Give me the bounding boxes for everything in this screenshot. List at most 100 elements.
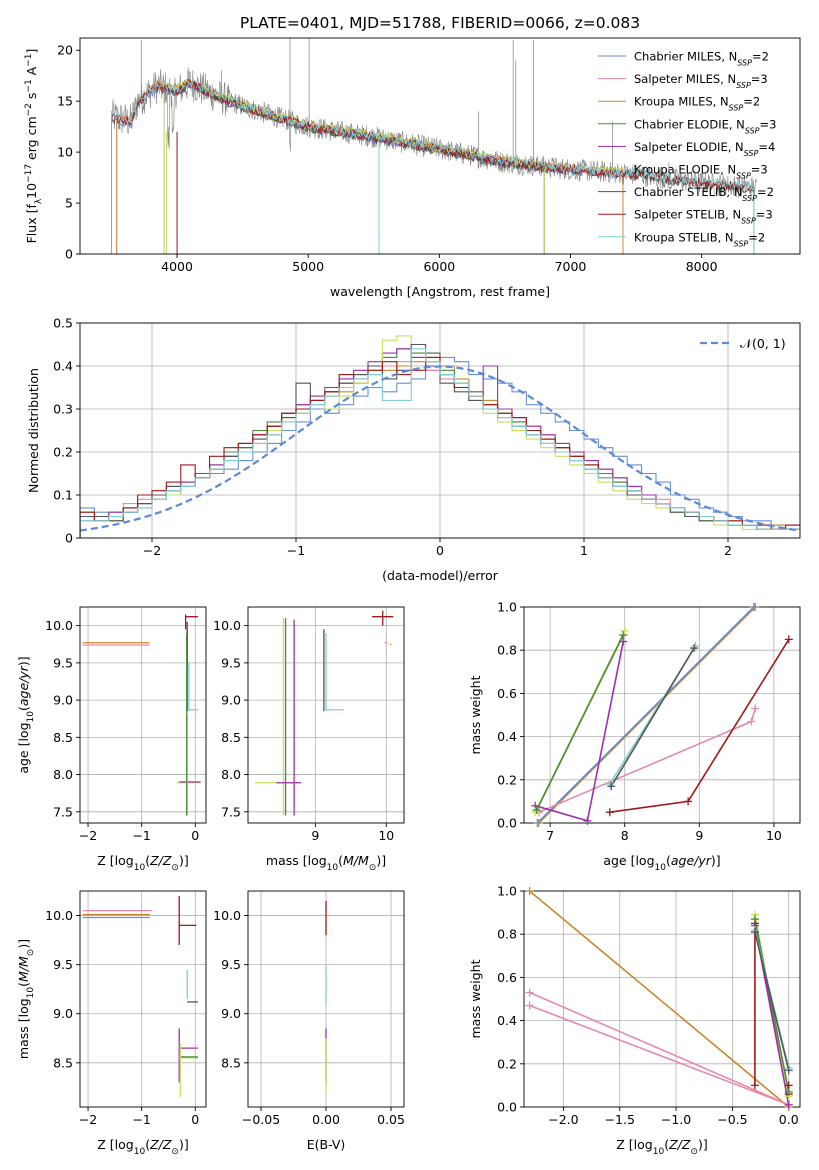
observed-spectrum-line <box>111 67 757 198</box>
x-tick-label: −2 <box>79 828 97 843</box>
label-part: )] <box>179 1137 189 1152</box>
weight-marker <box>619 631 628 640</box>
residuals-plot-area <box>80 335 800 538</box>
y-tick-label: 0 <box>65 531 73 546</box>
weight-line <box>529 991 790 1106</box>
label-part: =4 <box>758 140 775 154</box>
legend-label: Kroupa ELODIE, NSSP=3 <box>634 163 768 181</box>
y-tick-label: 1.0 <box>497 600 517 615</box>
y-tick-label: 8.0 <box>221 767 241 782</box>
label-part: 10 <box>134 863 146 873</box>
residuals-xlabel: (data-model)/error <box>382 568 499 583</box>
legend-label-normal: 𝒩(0, 1) <box>740 336 786 351</box>
label-part: 10 <box>327 863 339 873</box>
y-tick-label: 9.0 <box>221 1006 241 1021</box>
label-part: =2 <box>757 185 774 199</box>
y-tick-label: 5 <box>65 196 73 211</box>
y-tick-label: 10.0 <box>45 618 73 633</box>
label-part: Kroupa ELODIE, N <box>634 163 736 177</box>
label-part: Chabrier ELODIE, N <box>634 117 745 131</box>
label-part: =3 <box>760 117 777 131</box>
age_vs_Z-axes: −2 −1 07.58.08.59.09.510.0Z [log10(Z/Z⊙)]a… <box>16 606 207 873</box>
weight-line <box>535 634 624 811</box>
x-tick-label: −2 <box>143 543 161 558</box>
label-part: =2 <box>748 230 765 244</box>
x-tick-label: −1.0 <box>661 1112 691 1127</box>
weight_vs_age-grid <box>524 606 800 824</box>
weight_vs_Z-plot-area <box>529 891 790 1107</box>
y-tick-label: 0.3 <box>53 402 73 417</box>
x-tick-label: 8000 <box>686 259 718 274</box>
label-part: ⊙ <box>369 863 377 873</box>
weight-marker <box>750 1081 759 1090</box>
label-part: )] <box>16 656 31 666</box>
label-part: Z [log <box>97 1137 133 1152</box>
y-tick-label: 7.5 <box>221 804 241 819</box>
x-tick-label: 7 <box>546 828 554 843</box>
label-part: =3 <box>751 72 768 86</box>
weight_vs_age-plot-area <box>534 607 790 823</box>
legend-label: Salpeter STELIB, NSSP=3 <box>634 208 773 226</box>
weight_vs_Z-axes: −2.0 −1.5 −1.0 −0.5 0.0 0.0 0.2 0.4 0.6 0.8 1.0 Z [… <box>468 884 801 1157</box>
figure-title: PLATE=0401, MJD=51788, FIBERID=0066, z=0… <box>240 14 640 32</box>
y-tick-label: 1.0 <box>497 884 517 899</box>
weight-marker <box>533 819 542 827</box>
label-part: Kroupa STELIB, N <box>634 230 734 244</box>
mass_vs_Z-frame <box>79 890 207 1108</box>
x-tick-label: −1 <box>132 828 150 843</box>
y-tick-label: 9.0 <box>53 1006 73 1021</box>
label-part: ( <box>145 853 150 868</box>
label-part: SSP <box>744 148 759 157</box>
y-tick-label: 9.0 <box>53 693 73 708</box>
label-part: Chabrier STELIB, N <box>634 185 742 199</box>
legend-label: Chabrier STELIB, NSSP=2 <box>634 185 774 203</box>
y-tick-label: 10.0 <box>45 908 73 923</box>
weight-marker <box>751 704 760 713</box>
x-tick-label: −0.5 <box>717 1112 747 1127</box>
y-tick-label: 0.5 <box>53 316 73 331</box>
label-part: SSP <box>737 58 752 67</box>
y-tick-label: 0 <box>65 247 73 262</box>
legend-label: Chabrier MILES, NSSP=2 <box>634 50 769 68</box>
label-part: SSP <box>729 103 744 112</box>
x-tick-label: −1 <box>132 1112 150 1127</box>
label-part: ( <box>16 706 31 711</box>
label-part: λ <box>34 198 44 204</box>
residuals-ylabel: Normed distribution <box>26 368 41 493</box>
x-tick-label: −0.05 <box>242 1112 280 1127</box>
weight-marker <box>607 782 616 791</box>
x-tick-label: 2 <box>724 543 732 558</box>
y-tick-label: 0.0 <box>497 1100 517 1115</box>
label-part: ( <box>338 853 343 868</box>
x-tick-label: −1.5 <box>605 1112 635 1127</box>
label-part: )] <box>16 939 31 949</box>
label-part: mass [log <box>266 853 327 868</box>
x-tick-label: 9 <box>311 828 319 843</box>
weight-marker <box>784 1087 793 1096</box>
x-tick-label: 10 <box>378 828 394 843</box>
label-part: −17 <box>24 164 34 183</box>
y-tick-label: 0.2 <box>497 1056 517 1071</box>
label-part: )] <box>376 853 386 868</box>
label-part: ⊙ <box>690 1147 698 1157</box>
label-part: ⊙ <box>26 949 36 957</box>
legend-label: Salpeter ELODIE, NSSP=4 <box>634 140 775 158</box>
y-tick-label: 9.5 <box>221 957 241 972</box>
y-tick-label: 8.5 <box>221 730 241 745</box>
age_vs_Z-plot-area <box>82 614 201 816</box>
label-part: −1 <box>24 54 34 67</box>
legend-label: Kroupa STELIB, NSSP=2 <box>634 230 765 248</box>
y-tick-label: 0.8 <box>497 927 517 942</box>
y-tick-label: 8.0 <box>53 767 73 782</box>
y-tick-label: 0.4 <box>497 1013 517 1028</box>
mass_vs_EBV-xlabel: E(B-V) <box>307 1137 346 1152</box>
label-part: 10 <box>655 863 667 873</box>
weight-marker <box>525 1001 534 1010</box>
label-part: Chabrier MILES, N <box>634 50 737 64</box>
label-part: Salpeter ELODIE, N <box>634 140 744 154</box>
weight_vs_Z-frame <box>523 890 801 1108</box>
label-part: Salpeter MILES, N <box>634 72 736 86</box>
weight-marker <box>747 717 756 726</box>
weight-marker <box>605 808 614 817</box>
